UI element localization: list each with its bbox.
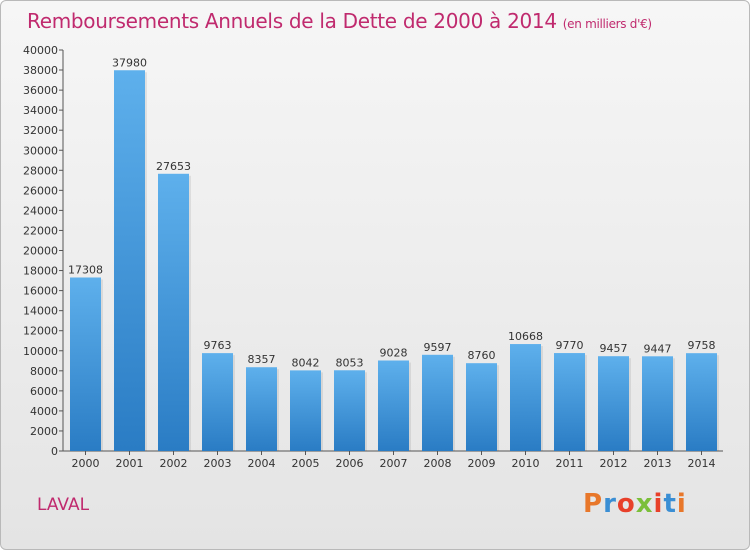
bar-shadow [365, 372, 367, 451]
chart-value-labels: 17308 37980 27653 9763 8357 8042 8053 9028 9597 8… [68, 56, 716, 369]
bar [378, 360, 409, 451]
bar-value-label: 9758 [688, 339, 716, 352]
bar [554, 353, 585, 451]
x-tick-label: 2003 [204, 457, 232, 470]
y-tick-label: 4000 [30, 405, 58, 418]
place-name: LAVAL [37, 495, 90, 515]
bar-shadow [189, 175, 191, 451]
bar-shadow [233, 355, 235, 451]
bar-value-label: 9028 [380, 346, 408, 359]
bar [202, 353, 233, 451]
bar [158, 173, 189, 451]
bar-shadow [717, 355, 719, 451]
bar-value-label: 8357 [248, 353, 276, 366]
y-tick-label: 38000 [23, 64, 58, 77]
y-tick-label: 10000 [23, 345, 58, 358]
y-tick-label: 0 [51, 445, 58, 458]
bar [422, 354, 453, 451]
y-tick-label: 14000 [23, 305, 58, 318]
x-tick-label: 2004 [248, 457, 276, 470]
bar-value-label: 9770 [556, 339, 584, 352]
y-tick-label: 22000 [23, 224, 58, 237]
bar [290, 370, 321, 451]
bar-shadow [585, 355, 587, 451]
x-tick-label: 2011 [556, 457, 584, 470]
bar-shadow [497, 365, 499, 451]
bar-value-label: 9457 [600, 342, 628, 355]
chart-axes: 0 2000 4000 6000 8000 10000 12000 14000 16000 180… [23, 44, 723, 470]
y-tick-label: 28000 [23, 164, 58, 177]
y-tick-label: 26000 [23, 184, 58, 197]
bar-value-label: 27653 [156, 160, 191, 173]
bar [334, 370, 365, 451]
bar-value-label: 9763 [204, 339, 232, 352]
x-tick-label: 2001 [116, 457, 144, 470]
bar [246, 367, 277, 451]
bar-shadow [145, 72, 147, 452]
x-tick-label: 2009 [468, 457, 496, 470]
logo-letter: r [603, 489, 617, 519]
logo-letter: P [583, 489, 604, 519]
y-tick-label: 12000 [23, 325, 58, 338]
logo-letter: t [663, 489, 677, 519]
y-tick-label: 8000 [30, 365, 58, 378]
bar-value-label: 9597 [424, 341, 452, 354]
bar [642, 356, 673, 451]
bar-shadow [277, 369, 279, 451]
y-tick-label: 32000 [23, 124, 58, 137]
y-tick-label: 34000 [23, 104, 58, 117]
bar-shadow [673, 358, 675, 451]
y-tick-label: 36000 [23, 84, 58, 97]
bar-shadow [321, 372, 323, 451]
logo-letter: i [653, 489, 664, 519]
bar-shadow [101, 279, 103, 451]
chart-bars [70, 70, 719, 452]
x-tick-label: 2007 [380, 457, 408, 470]
bar [598, 356, 629, 451]
y-tick-label: 20000 [23, 245, 58, 258]
bar-value-label: 8760 [468, 349, 496, 362]
bar-shadow [629, 358, 631, 451]
logo-letter: x [635, 489, 654, 519]
x-tick-label: 2012 [600, 457, 628, 470]
y-tick-label: 30000 [23, 144, 58, 157]
bar-value-label: 9447 [644, 342, 672, 355]
bar [466, 363, 497, 451]
x-tick-label: 2000 [72, 457, 100, 470]
chart-title: Remboursements Annuels de la Dette de 20… [27, 9, 652, 33]
bar-value-label: 10668 [508, 330, 543, 343]
bar-shadow [409, 362, 411, 451]
bar-value-label: 37980 [112, 56, 147, 69]
y-tick-label: 24000 [23, 204, 58, 217]
bar-value-label: 8042 [292, 356, 320, 369]
x-tick-label: 2014 [688, 457, 716, 470]
bar [70, 277, 101, 451]
y-tick-label: 2000 [30, 425, 58, 438]
y-tick-label: 6000 [30, 385, 58, 398]
x-tick-label: 2010 [512, 457, 540, 470]
bar-shadow [541, 346, 543, 451]
x-tick-label: 2013 [644, 457, 672, 470]
x-tick-label: 2002 [160, 457, 188, 470]
bar [114, 70, 145, 452]
x-tick-label: 2006 [336, 457, 364, 470]
y-tick-label: 18000 [23, 265, 58, 278]
x-tick-label: 2008 [424, 457, 452, 470]
logo-letter: i [676, 489, 687, 519]
bar [510, 344, 541, 451]
proxiti-logo: Proxiti [583, 489, 687, 519]
bar-value-label: 8053 [336, 356, 364, 369]
chart-title-text: Remboursements Annuels de la Dette de 20… [27, 9, 557, 33]
bar-shadow [453, 356, 455, 451]
y-tick-label: 16000 [23, 285, 58, 298]
bar [686, 353, 717, 451]
logo-letter: o [616, 489, 636, 519]
x-tick-label: 2005 [292, 457, 320, 470]
bar-value-label: 17308 [68, 263, 103, 276]
y-tick-label: 40000 [23, 44, 58, 57]
chart-subtitle: (en milliers d'€) [562, 17, 652, 31]
